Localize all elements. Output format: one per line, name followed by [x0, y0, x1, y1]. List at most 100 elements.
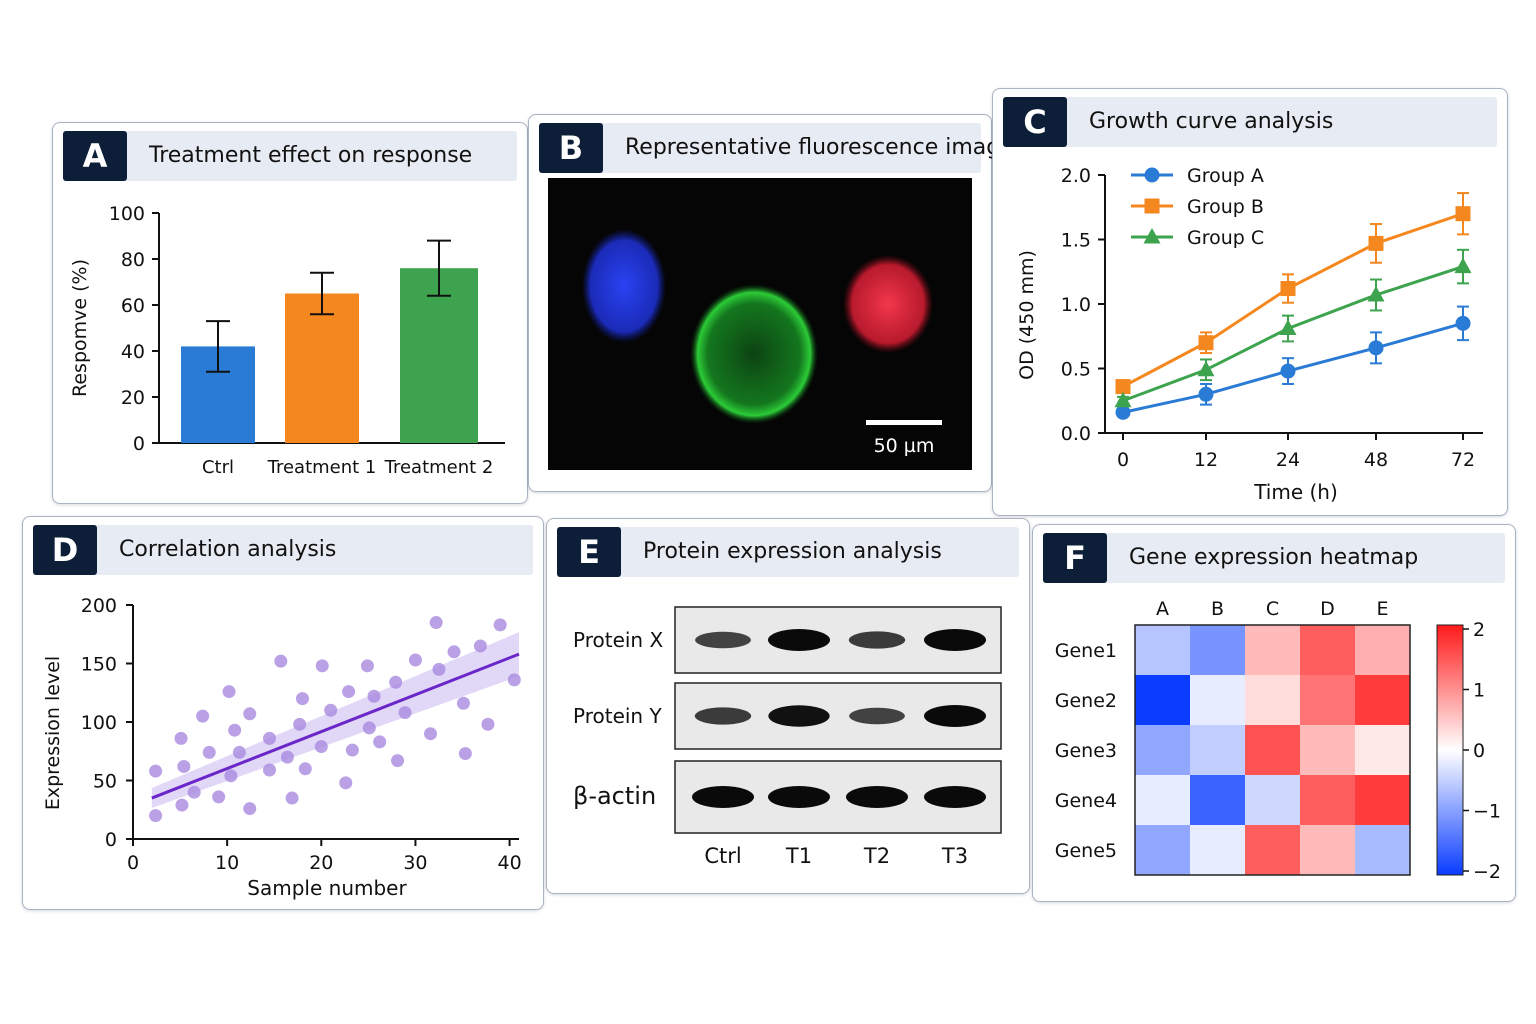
y-tick-label: 2.0 [1061, 165, 1091, 187]
scatter-chart: 0 50 100 150 200 0 10 20 30 40 Sample number Expres… [42, 595, 522, 900]
data-point [222, 685, 236, 699]
heatmap-cell [1300, 825, 1355, 875]
data-point [481, 717, 495, 731]
heatmap-cell [1245, 775, 1300, 825]
panel-a-title: Treatment effect on response [149, 143, 473, 168]
row-label: Gene5 [1055, 840, 1117, 862]
row-label: Gene3 [1055, 740, 1117, 762]
confidence-band [151, 632, 519, 809]
colorbar-tick-label: −1 [1473, 801, 1501, 823]
y-axis-title: Respomve (%) [69, 259, 91, 397]
y-tick-label: 0 [105, 829, 117, 851]
x-tick-label: 48 [1364, 449, 1388, 471]
point-group-b [1455, 206, 1471, 222]
blot-row-label: Protein Y [573, 704, 662, 728]
point-group-c [1197, 360, 1215, 377]
data-point [149, 764, 163, 778]
x-tick-label: 20 [309, 852, 333, 874]
data-point [243, 707, 257, 721]
data-point [285, 791, 299, 805]
panel-f-badge: F [1043, 533, 1107, 583]
y-tick-label: 0.5 [1061, 359, 1091, 381]
column-label: E [1376, 598, 1388, 620]
data-point [263, 763, 277, 777]
bar-treatment-1 [285, 293, 359, 443]
panel-b-title: Representative fluorescence image [625, 135, 1014, 160]
panel-b-header: B Representative fluorescence image [539, 123, 1014, 173]
data-point [295, 692, 309, 706]
regression-line [151, 652, 520, 800]
heatmap-cell [1355, 825, 1410, 875]
heatmap-chart: Gene1 Gene2 Gene3 Gene4 Gene5 A B C D E 2 1 0 −1 −2 [1055, 598, 1501, 883]
panel-d-badge: D [33, 525, 97, 575]
y-tick-label: 1.5 [1061, 230, 1091, 252]
data-point [274, 654, 288, 668]
data-point [263, 731, 277, 745]
colorbar-tick-label: 1 [1473, 680, 1485, 702]
y-tick-label: 0.0 [1061, 423, 1091, 445]
column-label: D [1320, 598, 1335, 620]
data-point [447, 645, 461, 659]
colorbar-tick-label: 0 [1473, 740, 1485, 762]
series-line-group-b [1122, 212, 1464, 388]
x-axis-title: Time (h) [1253, 480, 1338, 504]
x-tick-label: 0 [127, 852, 139, 874]
x-tick-label: 24 [1276, 449, 1300, 471]
panel-d-header: D Correlation analysis [33, 525, 533, 575]
panel-b: B Representative fluorescence image [528, 114, 1014, 492]
legend-marker-group-c [1143, 228, 1161, 244]
heatmap-cell [1135, 675, 1190, 725]
data-point [408, 653, 422, 667]
data-point [202, 745, 216, 759]
heatmap-cell [1245, 625, 1300, 675]
y-tick-label: 150 [81, 654, 117, 676]
y-tick-label: 20 [121, 387, 145, 409]
point-group-b [1115, 379, 1131, 395]
panel-d-title: Correlation analysis [119, 537, 337, 562]
western-blot: Protein X Protein Y β-actin Ctrl T1 T2 T3 [573, 606, 1002, 868]
data-point [175, 798, 189, 812]
heatmap-cell [1135, 625, 1190, 675]
heatmap-cell [1300, 625, 1355, 675]
heatmap-cell [1190, 625, 1245, 675]
x-axis-title: Sample number [247, 876, 407, 900]
y-tick-label: 50 [93, 771, 117, 793]
data-point [224, 769, 238, 783]
data-point [507, 673, 521, 687]
point-group-c [1454, 257, 1472, 274]
y-tick-label: 60 [121, 295, 145, 317]
heatmap-frame [1134, 624, 1411, 876]
y-tick-label: 0 [133, 433, 145, 455]
colorbar-tick-label: 2 [1473, 619, 1485, 641]
heatmap-cell [1245, 725, 1300, 775]
data-point [458, 747, 472, 761]
data-point [398, 706, 412, 720]
data-point [367, 689, 381, 703]
panel-c-title: Growth curve analysis [1089, 109, 1334, 134]
blue-nucleus [582, 229, 666, 343]
heatmap-cell [1190, 675, 1245, 725]
legend-label-group-a: Group A [1187, 165, 1264, 187]
y-tick-label: 200 [81, 595, 117, 617]
point-group-a [1280, 363, 1296, 379]
heatmap-cell [1135, 775, 1190, 825]
x-tick-label: 0 [1117, 449, 1129, 471]
scale-bar-label: 50 µm [874, 435, 935, 457]
lane-label: T1 [785, 844, 812, 868]
blot-band [848, 631, 906, 649]
x-tick-label: 72 [1451, 449, 1475, 471]
x-tick-label: Treatment 2 [384, 457, 494, 478]
heatmap-cell [1190, 725, 1245, 775]
data-point [432, 662, 446, 676]
panel-a-header: A Treatment effect on response [63, 131, 517, 181]
y-tick-label: 100 [81, 712, 117, 734]
data-point [177, 759, 191, 773]
heatmap-cell [1300, 775, 1355, 825]
legend-marker-group-a [1144, 167, 1160, 183]
legend-marker-group-b [1144, 198, 1160, 214]
data-point [391, 754, 405, 768]
blot-band [924, 786, 986, 808]
blot-row-label: β-actin [573, 782, 656, 810]
red-cell [843, 255, 933, 353]
panel-c-header: C Growth curve analysis [1003, 97, 1497, 147]
